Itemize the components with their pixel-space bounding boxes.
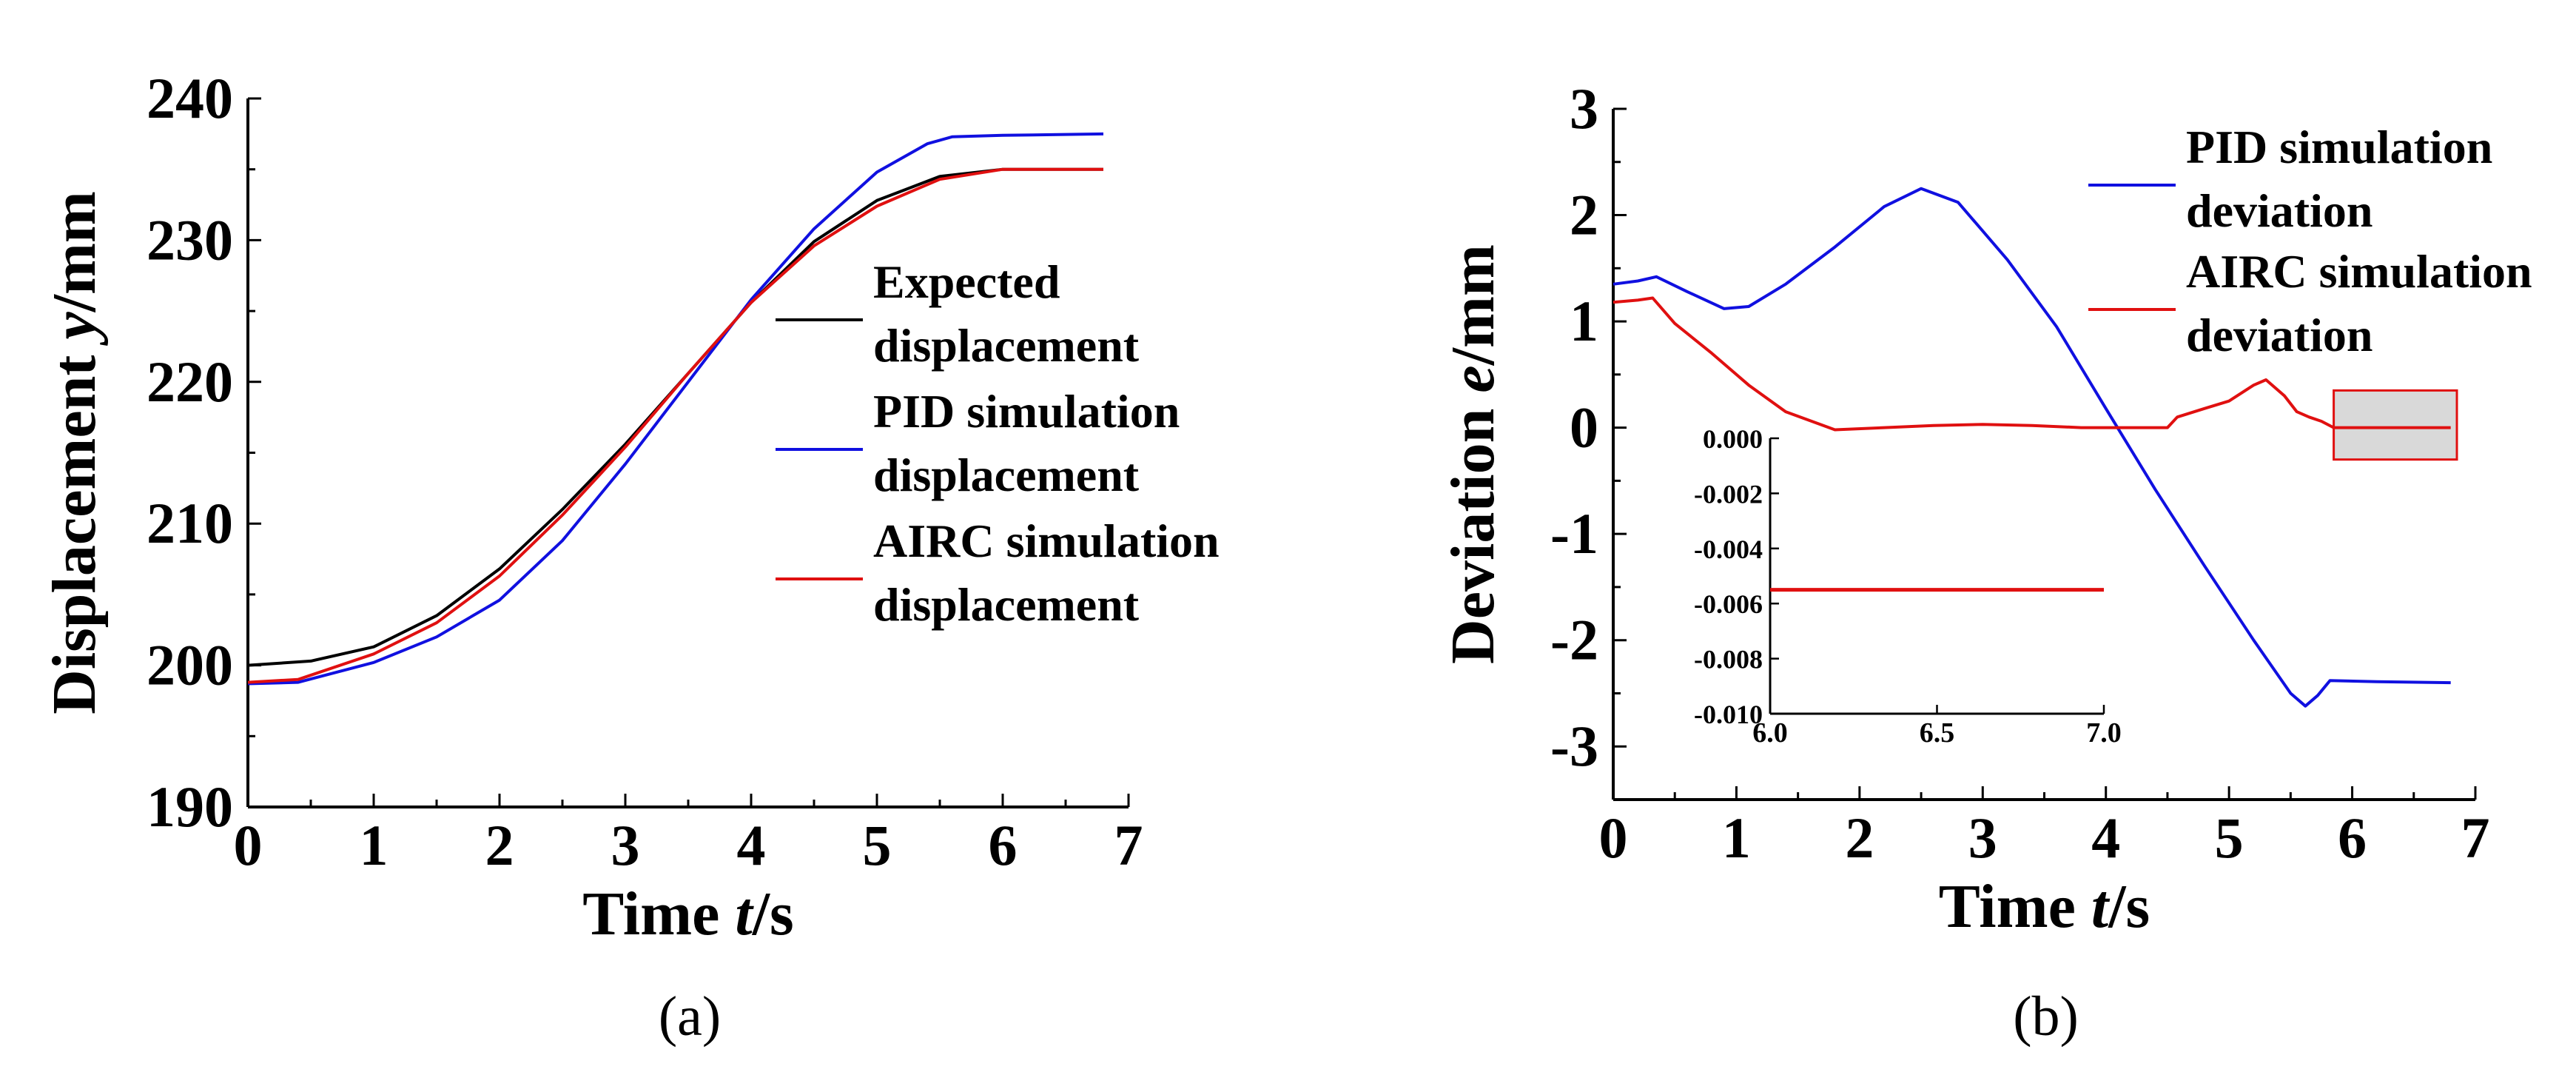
inset-y-tick-label: -0.004 — [1694, 535, 1763, 564]
panel-label: (b) — [2013, 985, 2079, 1048]
y-tick-label: -2 — [1550, 608, 1598, 672]
legend-label: PID simulation — [2186, 121, 2492, 173]
x-tick-label: 2 — [1845, 806, 1874, 870]
legend-label: AIRC simulation — [2186, 245, 2532, 298]
legend-label: deviation — [2186, 309, 2372, 361]
series-line-0 — [1612, 187, 2451, 708]
legend-label: displacement — [873, 578, 1140, 631]
legend-label: deviation — [2186, 184, 2372, 237]
y-axis-title-unit: /mm — [40, 191, 109, 312]
x-tick-label: 0 — [1599, 806, 1628, 870]
y-tick-label: 2 — [1570, 183, 1598, 247]
y-tick-label: 240 — [147, 66, 233, 130]
x-tick-label: 4 — [2091, 806, 2120, 870]
inset-x-tick-label: 6.0 — [1752, 717, 1788, 749]
x-axis-title-unit: /s — [2108, 872, 2150, 941]
y-tick-label: 220 — [147, 349, 233, 414]
x-tick-label: 7 — [1114, 813, 1143, 877]
y-axis-title-prefix: Displacement — [40, 340, 109, 714]
legend-label: displacement — [873, 319, 1140, 372]
y-tick-label: 200 — [147, 633, 233, 697]
y-axis-title-unit: /mm — [1439, 244, 1507, 366]
y-tick-label: 0 — [1570, 395, 1598, 460]
inset-x-tick-label: 7.0 — [2086, 717, 2122, 749]
x-tick-label: 3 — [611, 813, 640, 877]
inset-y-tick-label: 0.000 — [1703, 424, 1763, 454]
x-axis-title-unit: /s — [752, 880, 794, 948]
x-axis-title-prefix: Time — [582, 880, 735, 948]
chart-panel-a: 0 1 2 3 4 5 6 7 190 200 210 220 230 240 Time t/s Displa… — [40, 66, 1220, 1048]
y-tick-label: 230 — [147, 207, 233, 272]
y-tick-label: 210 — [147, 491, 233, 555]
x-tick-label: 1 — [1722, 806, 1751, 870]
x-tick-label: 0 — [234, 813, 263, 877]
legend-label: PID simulation — [873, 385, 1180, 438]
inset-y-tick-label: -0.006 — [1694, 589, 1763, 619]
y-tick-label: 1 — [1570, 289, 1598, 353]
y-axis-title: Displacement y/mm — [40, 191, 109, 714]
x-tick-label: 4 — [737, 813, 766, 877]
inset-y-tick-label: -0.002 — [1694, 479, 1763, 509]
panel-label: (a) — [659, 985, 721, 1048]
y-axis-title-var: e — [1439, 365, 1507, 392]
zoom-highlight-box — [2333, 389, 2458, 461]
y-tick-label: 190 — [147, 774, 233, 839]
y-tick-label: -3 — [1550, 714, 1598, 778]
x-axis-title-prefix: Time — [1939, 872, 2091, 941]
x-tick-label: 3 — [1968, 806, 1997, 870]
x-tick-label: 6 — [2338, 806, 2367, 870]
x-tick-label: 5 — [2215, 806, 2244, 870]
x-axis-title: Time t/s — [582, 880, 793, 948]
series-line-1 — [1612, 296, 2451, 432]
inset-y-tick-label: -0.010 — [1694, 700, 1763, 729]
series-line-1 — [247, 132, 1104, 686]
inset-x-tick-label: 6.5 — [1920, 717, 1955, 749]
x-tick-label: 5 — [863, 813, 892, 877]
legend-label: displacement — [873, 449, 1140, 501]
y-tick-label: -1 — [1550, 501, 1598, 566]
x-axis-title-var: t — [2091, 872, 2111, 941]
x-axis-title-var: t — [735, 880, 754, 948]
series-line-2 — [247, 167, 1103, 684]
inset-background — [1770, 438, 2104, 714]
legend-label: AIRC simulation — [873, 515, 1220, 567]
legend-label: Expected — [873, 255, 1060, 308]
y-tick-label: 3 — [1570, 76, 1598, 141]
y-axis-title: Deviation e/mm — [1439, 244, 1507, 664]
inset-y-tick-label: -0.008 — [1694, 645, 1763, 674]
x-tick-label: 6 — [989, 813, 1018, 877]
y-axis-title-prefix: Deviation — [1439, 393, 1507, 664]
x-axis-title: Time t/s — [1939, 872, 2150, 941]
x-tick-label: 2 — [485, 813, 514, 877]
x-tick-label: 1 — [360, 813, 389, 877]
x-tick-label: 7 — [2461, 806, 2490, 870]
